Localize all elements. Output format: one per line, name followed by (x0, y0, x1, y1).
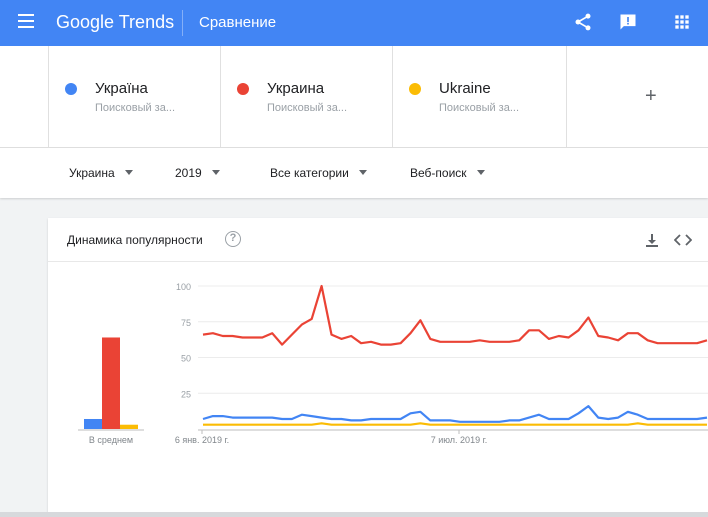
category-dropdown[interactable]: Все категории (270, 166, 367, 180)
period-dropdown[interactable]: 2019 (175, 166, 220, 180)
apps-icon[interactable] (672, 12, 692, 32)
term-name: Украина (267, 80, 325, 97)
region-dropdown[interactable]: Украина (69, 166, 133, 180)
term-type: Поисковый за... (267, 102, 348, 114)
series-line-1[interactable] (202, 405, 708, 423)
page-title: Сравнение (199, 14, 277, 31)
dropdown-arrow-icon (211, 170, 220, 176)
feedback-icon[interactable] (618, 12, 638, 32)
term-name: Ukraine (439, 80, 491, 97)
series-line-3[interactable] (203, 422, 707, 426)
y-tick-label: 25 (181, 389, 191, 399)
x-tick-label: 6 янв. 2019 г. (175, 435, 229, 445)
dropdown-arrow-icon (358, 170, 367, 176)
embed-code-icon[interactable] (674, 232, 692, 248)
y-tick-label: 75 (181, 318, 191, 328)
comparison-terms: Україна Поисковый за... Украина Поисковы… (0, 46, 708, 148)
plus-icon: + (645, 85, 657, 107)
filters-bar: Украина 2019 Все категории Веб-поиск (0, 148, 708, 198)
dropdown-arrow-icon (476, 170, 485, 176)
average-label: В среднем (89, 435, 133, 445)
add-term-button[interactable]: + (566, 46, 708, 148)
interest-chart: 100 75 50 25 В среднем 6 янв. 2019 г. 7 июл.… (78, 282, 708, 445)
interest-over-time-card: Динамика популярности ? 100 75 50 25 В сред… (48, 218, 708, 517)
term-color-dot (65, 83, 77, 95)
y-tick-label: 50 (181, 354, 191, 364)
google-trends-logo[interactable]: Google Trends (56, 12, 175, 32)
y-tick-label: 100 (176, 282, 191, 292)
term-type: Поисковый за... (439, 102, 520, 114)
term-card-1[interactable]: Україна Поисковый за... (48, 46, 220, 148)
bottom-strip (0, 512, 708, 517)
x-tick-label: 7 июл. 2019 г. (431, 435, 488, 445)
app-header: Google Trends Сравнение (0, 0, 708, 46)
term-color-dot (237, 83, 249, 95)
download-icon[interactable] (644, 232, 660, 248)
term-card-3[interactable]: Ukraine Поисковый за... (392, 46, 564, 148)
menu-icon[interactable] (18, 14, 34, 28)
average-bar[interactable] (102, 337, 120, 429)
series-line-2[interactable] (202, 284, 708, 346)
average-bar[interactable] (120, 424, 138, 429)
term-color-dot (409, 83, 421, 95)
header-divider (182, 10, 183, 36)
term-card-2[interactable]: Украина Поисковый за... (220, 46, 392, 148)
term-name: Україна (95, 80, 148, 97)
share-icon[interactable] (573, 12, 593, 32)
card-title: Динамика популярности (67, 233, 203, 247)
dropdown-arrow-icon (124, 170, 133, 176)
term-type: Поисковый за... (95, 102, 176, 114)
card-divider (48, 261, 708, 262)
average-bar[interactable] (84, 418, 102, 429)
search-type-dropdown[interactable]: Веб-поиск (410, 166, 485, 180)
help-icon[interactable]: ? (225, 231, 241, 247)
